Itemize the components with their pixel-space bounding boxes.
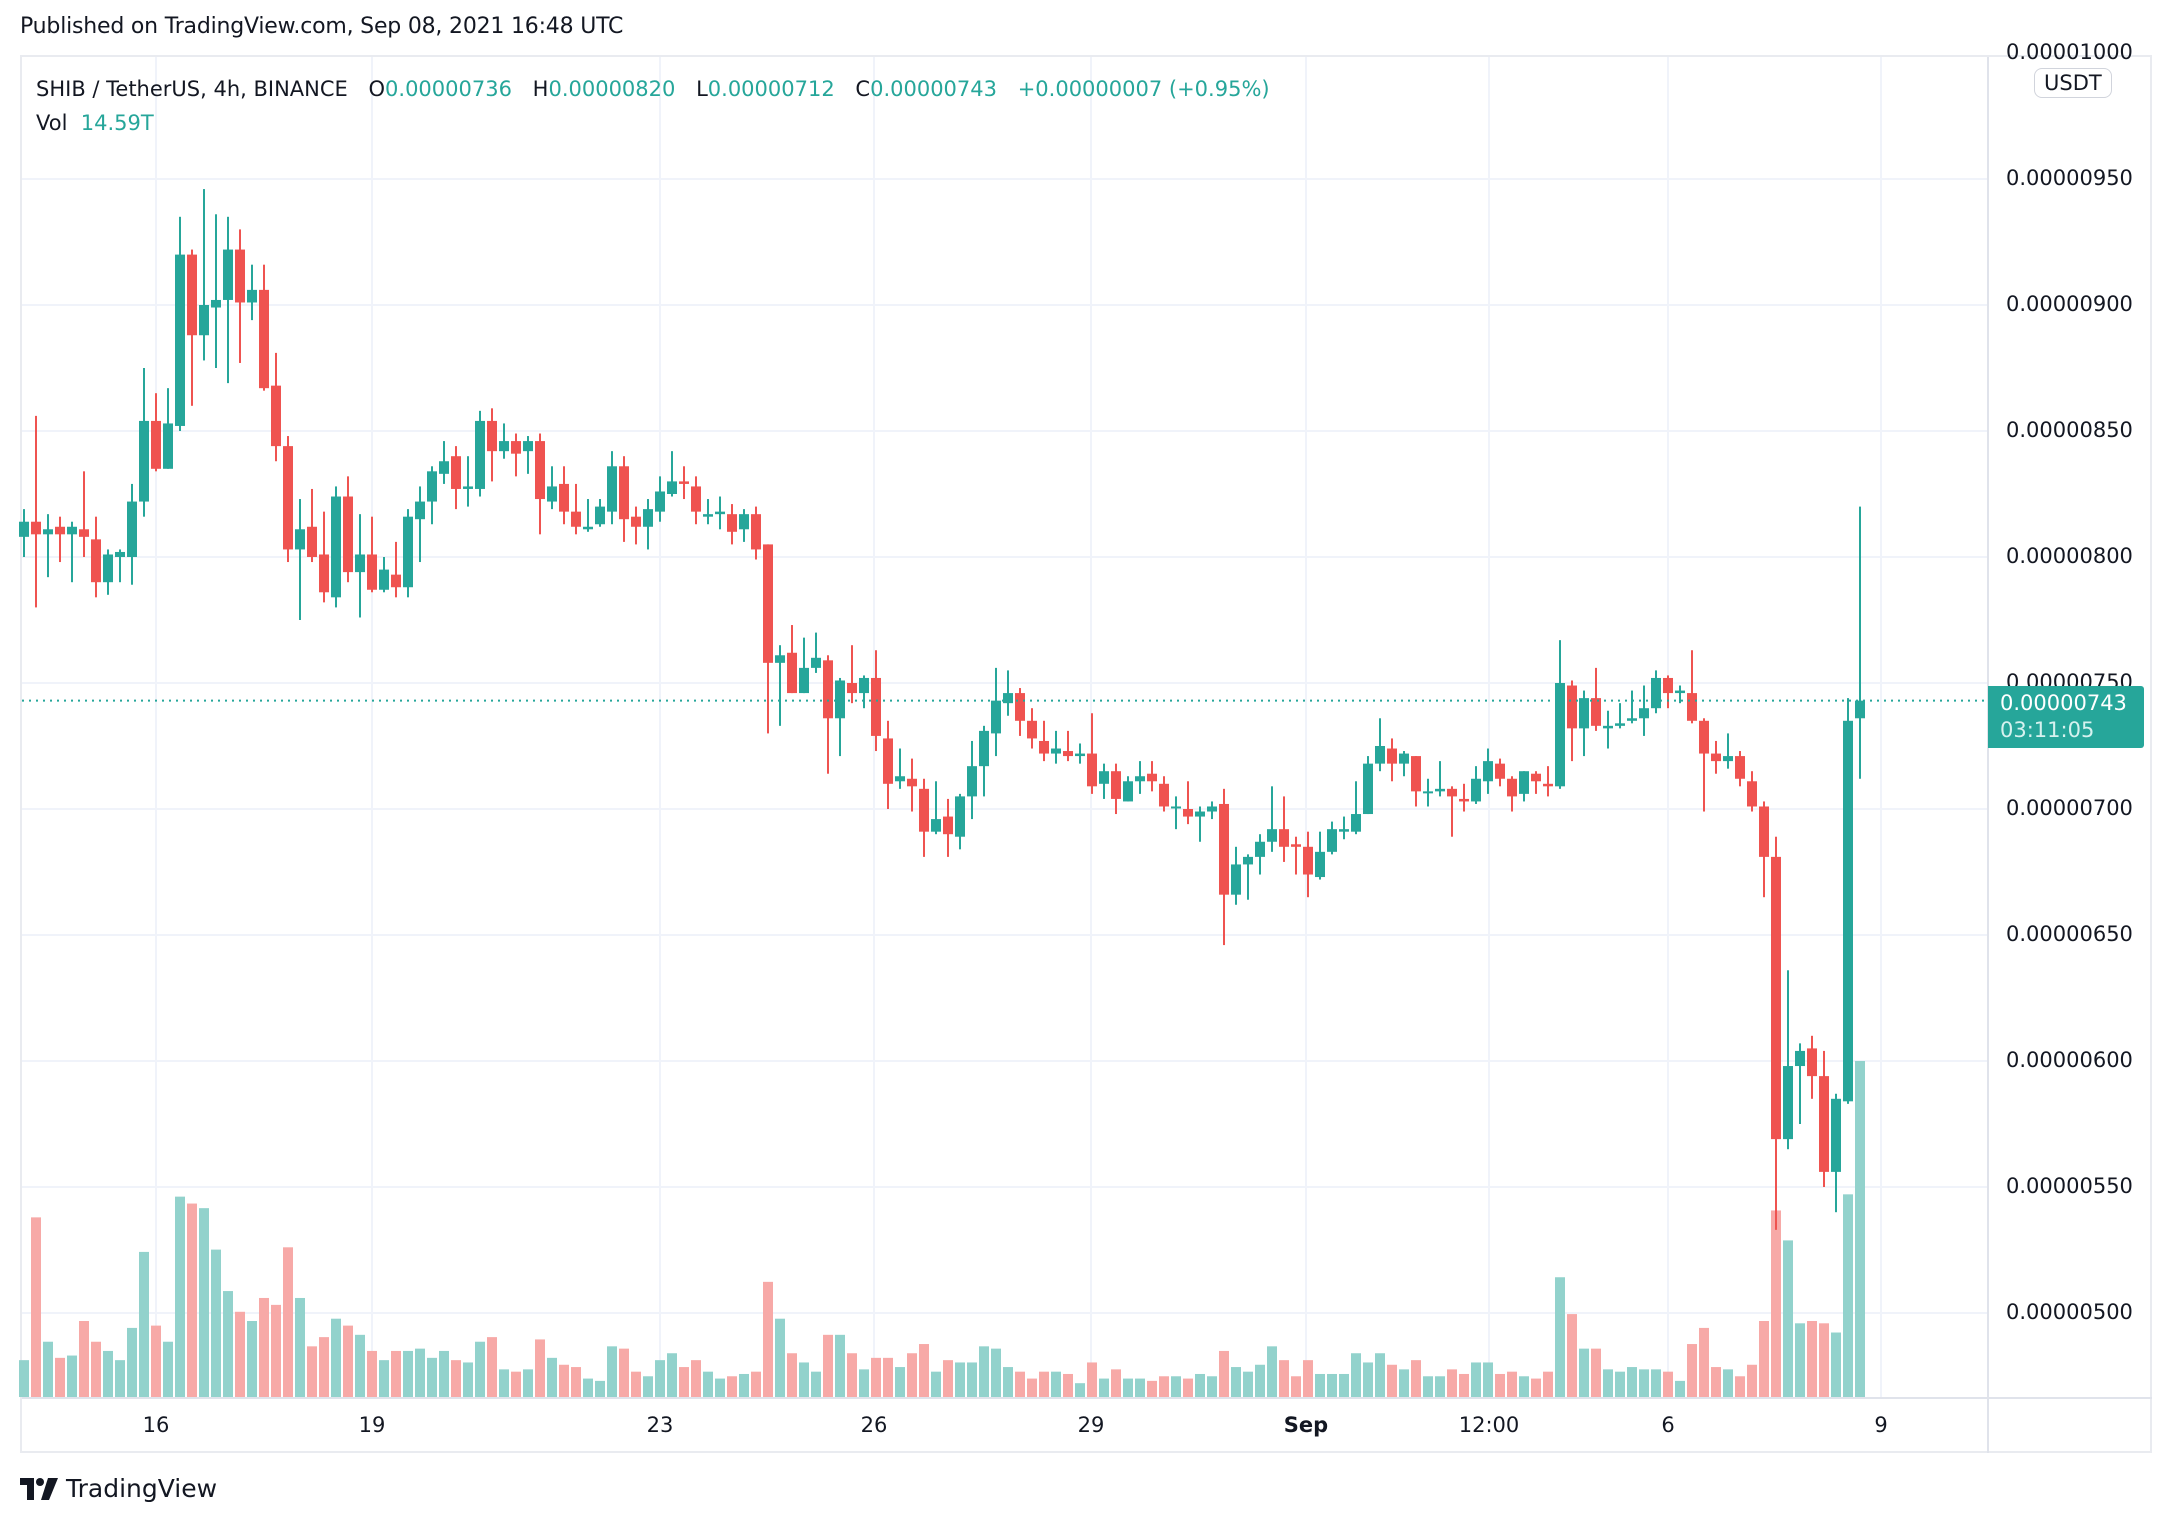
- grid-lines: [22, 57, 1988, 1398]
- price-tick-label: 0.00000950: [2006, 166, 2133, 190]
- price-tick-label: 0.00001000: [2006, 40, 2133, 64]
- time-tick-label: 19: [358, 1413, 386, 1437]
- price-tick-label: 0.00000650: [2006, 922, 2133, 946]
- close-value: 0.00000743: [870, 77, 998, 101]
- time-tick-label: 6: [1661, 1413, 1675, 1437]
- symbol-title[interactable]: SHIB / TetherUS, 4h, BINANCE: [36, 77, 348, 101]
- low-value: 0.00000712: [707, 77, 835, 101]
- price-tick-label: 0.00000550: [2006, 1174, 2133, 1198]
- open-value: 0.00000736: [385, 77, 512, 101]
- low-key: L: [696, 77, 708, 101]
- tradingview-logo-icon: [20, 1477, 58, 1500]
- time-tick-label: 29: [1077, 1413, 1105, 1437]
- axes: [22, 57, 2152, 1453]
- time-tick-label: 23: [646, 1413, 674, 1437]
- volume-row: Vol 14.59T: [36, 106, 1284, 140]
- open-key: O: [368, 77, 386, 101]
- close-key: C: [855, 77, 871, 101]
- candles: [19, 189, 1865, 1230]
- time-tick-label: 26: [860, 1413, 888, 1437]
- price-tick-label: 0.00000600: [2006, 1048, 2133, 1072]
- time-tick-label: 12:00: [1458, 1413, 1520, 1437]
- price-tick-label: 0.00000850: [2006, 418, 2133, 442]
- ohlc-row: SHIB / TetherUS, 4h, BINANCE O0.00000736…: [36, 72, 1284, 106]
- chart-legend: SHIB / TetherUS, 4h, BINANCE O0.00000736…: [36, 72, 1284, 140]
- volume-bars: [19, 1060, 1865, 1397]
- last-price-tag: 0.00000743 03:11:05: [1988, 686, 2144, 748]
- price-tick-label: 0.00000700: [2006, 796, 2133, 820]
- price-tick-label: 0.00000800: [2006, 544, 2133, 568]
- time-tick-label: Sep: [1283, 1413, 1329, 1437]
- brand-name: TradingView: [66, 1474, 218, 1503]
- price-tick-label: 0.00000900: [2006, 292, 2133, 316]
- published-caption: Published on TradingView.com, Sep 08, 20…: [20, 14, 624, 39]
- time-tick-label: 9: [1874, 1413, 1888, 1437]
- high-key: H: [532, 77, 549, 101]
- last-price-value: 0.00000743: [2000, 691, 2127, 715]
- currency-button[interactable]: USDT: [2034, 68, 2112, 98]
- price-tick-label: 0.00000500: [2006, 1300, 2133, 1324]
- tradingview-brand[interactable]: TradingView: [20, 1474, 217, 1503]
- bar-countdown: 03:11:05: [2000, 718, 2095, 742]
- volume-key: Vol: [36, 111, 68, 135]
- chart-frame: [20, 55, 2152, 1453]
- change-value: +0.00000007 (+0.95%): [1017, 77, 1270, 101]
- high-value: 0.00000820: [548, 77, 676, 101]
- volume-value: 14.59T: [80, 111, 154, 135]
- time-tick-label: 16: [142, 1413, 170, 1437]
